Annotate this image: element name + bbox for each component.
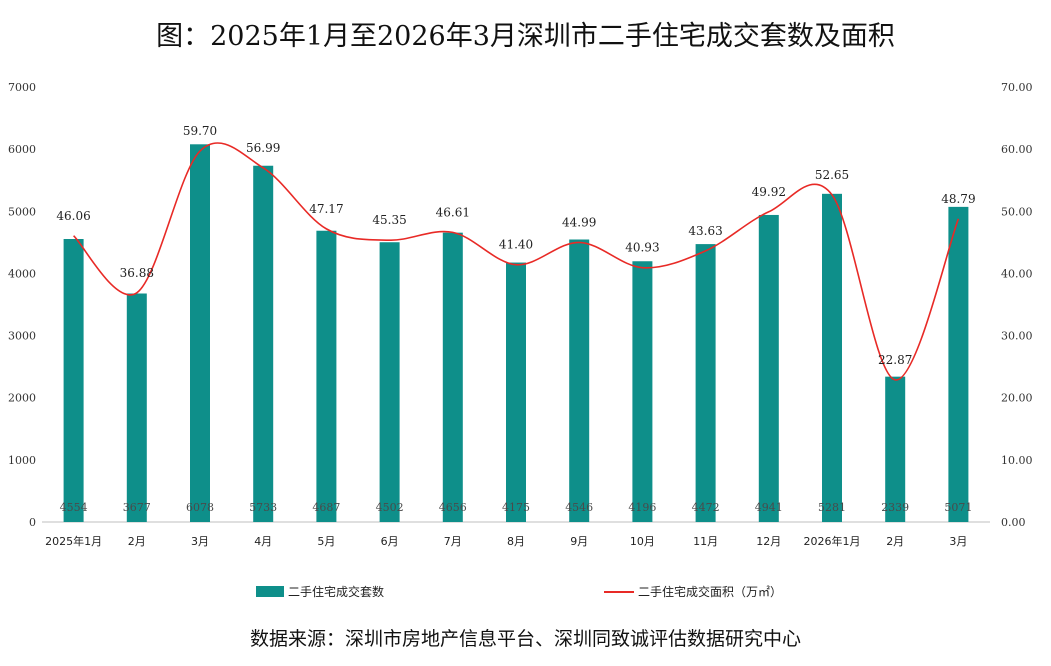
line-value-label: 43.63 <box>688 224 722 238</box>
bar-value-label: 4472 <box>692 501 720 514</box>
x-tick-label: 2月 <box>128 535 146 548</box>
legend-line-label: 二手住宅成交面积（万㎡） <box>638 585 783 599</box>
line-value-label: 44.99 <box>562 215 596 229</box>
x-tick-label: 9月 <box>570 535 588 548</box>
line-value-label: 52.65 <box>815 168 849 182</box>
y-axis-right: 0.00 10.00 20.00 30.00 40.00 50.00 60.00 70.00 <box>1001 81 1033 529</box>
y-left-tick-label: 2000 <box>8 392 36 405</box>
line-value-label: 46.61 <box>436 205 470 219</box>
y-left-tick-label: 6000 <box>8 143 36 156</box>
y-right-tick-label: 40.00 <box>1001 267 1033 280</box>
legend-bar-label: 二手住宅成交套数 <box>288 585 385 599</box>
line-value-label: 48.79 <box>941 192 975 206</box>
bar <box>190 144 210 522</box>
y-left-tick-label: 5000 <box>8 205 36 218</box>
chart-title: 图：2025年1月至2026年3月深圳市二手住宅成交套数及面积 <box>156 21 895 52</box>
x-tick-label: 2025年1月 <box>45 534 102 548</box>
y-left-tick-label: 7000 <box>8 81 36 94</box>
line-series <box>73 142 960 381</box>
bar-value-label: 4502 <box>376 501 404 514</box>
bar-value-label: 3677 <box>123 501 151 514</box>
bar <box>316 230 337 522</box>
bar-value-label: 4941 <box>755 501 783 514</box>
x-tick-label: 2026年1月 <box>804 534 861 548</box>
x-tick-label: 5月 <box>317 535 335 548</box>
bar <box>126 293 147 522</box>
line-value-label: 49.92 <box>752 185 786 199</box>
bar <box>885 376 906 522</box>
y-right-tick-label: 30.00 <box>1001 330 1033 343</box>
y-right-tick-label: 60.00 <box>1001 143 1033 156</box>
y-left-tick-label: 3000 <box>8 330 36 343</box>
x-tick-label: 7月 <box>444 535 462 548</box>
y-right-tick-label: 10.00 <box>1001 454 1033 467</box>
y-left-tick-label: 0 <box>29 516 36 529</box>
line-value-label: 45.35 <box>372 213 406 227</box>
line-value-label: 41.40 <box>499 238 533 252</box>
bar <box>948 206 969 522</box>
line-value-label: 22.87 <box>878 353 912 367</box>
x-tick-label: 8月 <box>507 535 525 548</box>
x-tick-label: 4月 <box>254 535 272 548</box>
y-left-tick-label: 4000 <box>8 267 36 280</box>
area-line <box>73 142 960 381</box>
bar-value-label: 6078 <box>186 501 214 514</box>
bar-value-label: 2339 <box>881 501 909 514</box>
bar <box>695 244 716 522</box>
x-tick-label: 6月 <box>381 535 399 548</box>
line-value-label: 59.70 <box>183 124 217 138</box>
bar-series <box>63 144 969 523</box>
x-tick-label: 3月 <box>191 535 209 548</box>
bar <box>822 193 842 522</box>
bar-value-label: 5071 <box>944 501 972 514</box>
bar-value-label: 4554 <box>60 501 88 514</box>
bar <box>632 261 653 522</box>
y-right-tick-label: 50.00 <box>1001 205 1033 218</box>
bar-value-label: 4175 <box>502 501 530 514</box>
bar <box>506 262 526 522</box>
bar-value-label: 4546 <box>565 501 593 514</box>
bar <box>63 239 84 522</box>
x-tick-label: 10月 <box>630 535 655 548</box>
bar-value-label: 4687 <box>312 501 340 514</box>
legend-line-item: 二手住宅成交面积（万㎡） <box>604 583 782 600</box>
bar-value-label: 4196 <box>628 501 656 514</box>
bar <box>758 214 779 522</box>
x-tick-label: 12月 <box>756 535 781 548</box>
data-source: 数据来源：深圳市房地产信息平台、深圳同致诚评估数据研究中心 <box>249 628 801 650</box>
bar-value-label: 4656 <box>439 501 467 514</box>
y-right-tick-label: 20.00 <box>1001 392 1033 405</box>
bar <box>569 239 590 522</box>
y-right-tick-label: 0.00 <box>1001 516 1026 529</box>
y-axis-left: 0 1000 2000 3000 4000 5000 6000 7000 <box>8 81 36 529</box>
bar-value-label: 5733 <box>249 501 277 514</box>
y-right-tick-label: 70.00 <box>1001 81 1033 94</box>
legend-bar-swatch <box>256 586 284 597</box>
legend-line-swatch <box>604 590 634 593</box>
x-tick-label: 2月 <box>886 535 904 548</box>
bar <box>253 165 274 523</box>
x-tick-label: 3月 <box>949 535 967 548</box>
line-value-label: 36.88 <box>120 266 154 280</box>
data-labels: 4554 3677 6078 5733 4687 4502 4656 4175 4546 4196… <box>56 124 975 514</box>
line-value-label: 47.17 <box>309 202 343 216</box>
bar <box>442 232 463 523</box>
y-left-tick-label: 1000 <box>8 454 36 467</box>
x-tick-label: 11月 <box>693 535 718 548</box>
bar <box>379 242 400 523</box>
legend-bar-item: 二手住宅成交套数 <box>256 583 384 600</box>
x-axis: 2025年1月 2月 3月 4月 5月 6月 7月 8月 9月 10月 11月 12月 2026年1月 2… <box>42 521 990 548</box>
line-value-label: 56.99 <box>246 141 280 155</box>
line-value-label: 46.06 <box>56 209 90 223</box>
line-value-label: 40.93 <box>625 241 659 255</box>
bar-value-label: 5281 <box>818 501 846 514</box>
